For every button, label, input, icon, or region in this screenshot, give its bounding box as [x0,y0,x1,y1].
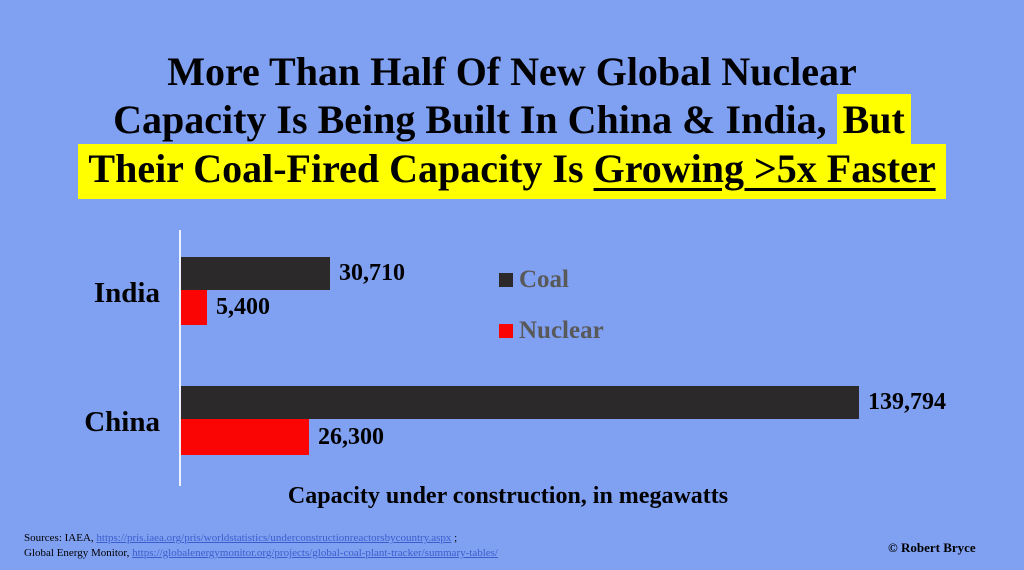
x-axis-caption: Capacity under construction, in megawatt… [287,483,729,509]
iaea-source-link[interactable]: https://pris.iaea.org/pris/worldstatisti… [96,532,452,544]
sources-note: Sources: IAEA, https://pris.iaea.org/pri… [24,531,498,561]
legend-item-coal: Coal [499,266,604,294]
bar-row-india-coal: 30,710 [181,257,405,290]
nuclear-swatch-icon [499,324,513,338]
bar-china-nuclear [181,419,309,455]
value-label-china-coal: 139,794 [868,389,946,415]
bar-china-coal [181,386,859,419]
coal-swatch-icon [499,273,513,287]
gem-source-link[interactable]: https://globalenergymonitor.org/projects… [132,547,498,559]
bar-row-china-nuclear: 26,300 [181,419,384,455]
bar-india-nuclear [181,290,207,325]
chart-y-axis-line [179,230,181,486]
legend-label-coal: Coal [519,266,569,293]
bar-row-china-coal: 139,794 [181,386,946,419]
legend-item-nuclear: Nuclear [499,317,604,345]
value-label-china-nuclear: 26,300 [318,423,384,450]
title-highlight-but: But [836,94,911,147]
title-line-1: More Than Half Of New Global Nuclear [167,49,857,94]
category-label-china: China [84,406,160,438]
value-label-india-nuclear: 5,400 [216,294,270,320]
bar-india-coal [181,257,330,290]
legend-label-nuclear: Nuclear [519,317,604,344]
title-line-3: Their Coal-Fired Capacity Is Growing >5x… [0,144,1024,199]
bar-row-india-nuclear: 5,400 [181,290,270,325]
title-underlined-phrase: Growing >5x Faster [593,146,936,191]
sources-line-2: Global Energy Monitor, https://globalene… [24,547,498,559]
copyright-credit: © Robert Bryce [888,540,976,555]
value-label-india-coal: 30,710 [339,260,405,286]
chart-legend: Coal Nuclear [499,266,604,345]
sources-line-1: Sources: IAEA, https://pris.iaea.org/pri… [24,532,458,544]
slide-title: More Than Half Of New Global Nuclear Cap… [0,48,1024,199]
title-line-2: Capacity Is Being Built In China & India… [0,94,1024,147]
category-label-india: India [93,277,160,309]
